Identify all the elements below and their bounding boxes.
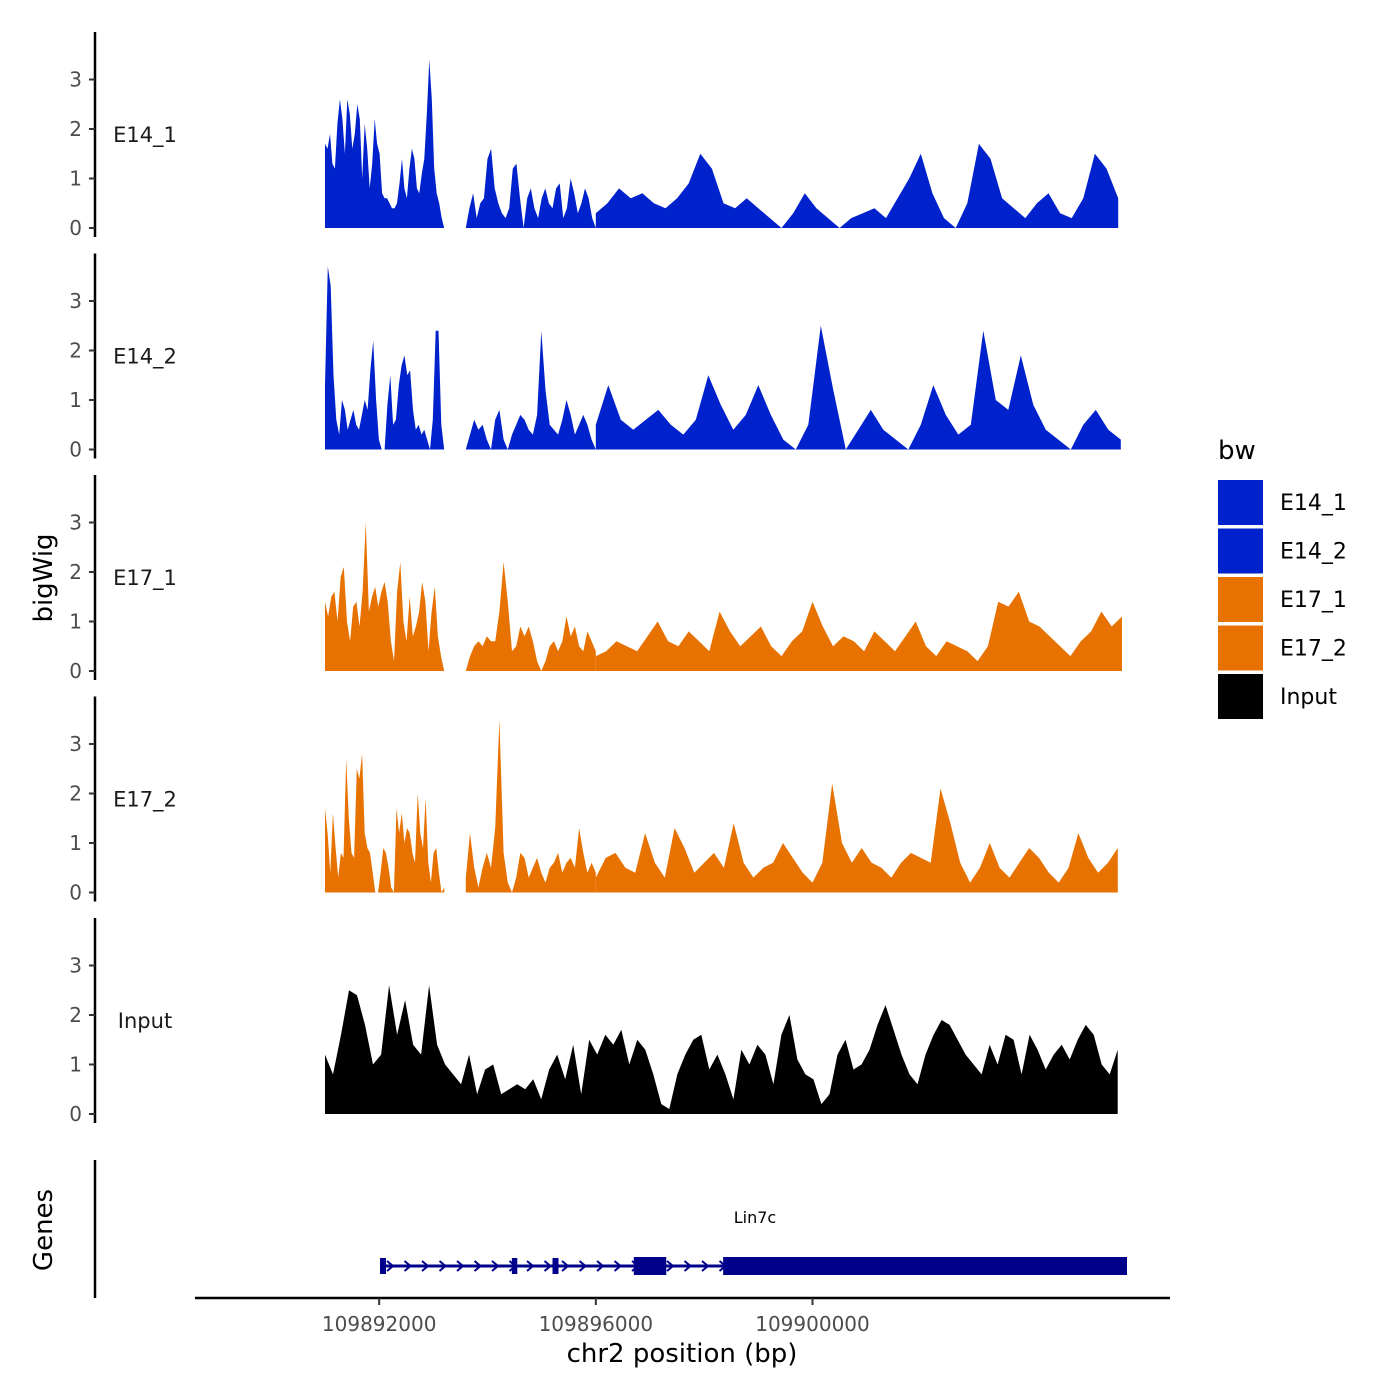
legend-items: E14_1 E14_2 E17_1 E17_2 Input [1218,480,1347,719]
coverage-area-E17_1-0 [325,522,445,671]
y-tick-label: 3 [69,732,82,756]
y-tick-label: 0 [69,216,82,240]
gene-exon [633,1257,667,1275]
coverage-area-E14_2-0 [325,266,445,450]
legend-label: Input [1280,685,1337,710]
strand-arrow [386,1260,395,1272]
legend-key-E17_1 [1218,577,1263,622]
legend-label: E14_1 [1280,491,1347,516]
gene-exon [511,1258,518,1274]
track-Input: 0 1 2 3 Input [69,918,1118,1126]
legend-label: E14_2 [1280,540,1347,565]
x-tick-label: 109900000 [755,1312,870,1336]
coverage-area-E14_1-0 [325,59,445,229]
coverage-area-E17_2-0 [325,753,445,893]
track-E14_2: 0 1 2 3 E14_2 [69,253,1121,462]
y-tick-label: 0 [69,438,82,462]
x-axis: 109892000 109896000 109900000 [195,1296,1170,1336]
coverage-area-E17_2-1 [465,719,596,893]
strand-arrow [683,1260,693,1272]
x-tick-label: 109896000 [539,1312,654,1336]
legend-key-E14_2 [1218,528,1263,574]
legend-label: E17_2 [1280,637,1347,662]
y-tick-label: 2 [69,339,82,363]
y-tick-label: 3 [69,954,82,978]
x-tick-label: 109892000 [322,1312,437,1336]
track-E17_2: 0 1 2 3 E17_2 [69,696,1118,905]
gene-exon [380,1258,386,1274]
y-tick-label: 1 [69,167,82,191]
track-label: E17_1 [113,566,177,591]
legend-key-E17_2 [1218,625,1263,671]
gene-name-label: Lin7c [734,1208,776,1227]
gene-exon [723,1257,1127,1275]
y-tick-label: 3 [69,511,82,535]
coverage-area-Input-0 [325,985,1118,1114]
genes-axis-title: Genes [29,1189,59,1271]
y-axis-title: bigWig [29,533,59,622]
legend-key-E14_1 [1218,480,1263,525]
y-tick-label: 2 [69,117,82,141]
y-tick-label: 3 [69,289,82,313]
coverage-area-E17_1-2 [595,591,1122,671]
x-axis-title: chr2 position (bp) [567,1339,798,1369]
gene-exon [552,1258,559,1274]
strand-arrow [543,1260,553,1272]
y-tick-label: 0 [69,881,82,905]
coverage-area-E14_2-1 [465,330,596,450]
strand-arrow [596,1260,605,1272]
track-E17_1: 0 1 2 3 E17_1 [69,475,1122,683]
y-tick-label: 1 [69,610,82,634]
y-tick-label: 1 [69,1053,82,1077]
y-tick-label: 2 [69,1003,82,1027]
strand-arrow [403,1260,413,1272]
y-tick-label: 1 [69,388,82,412]
strand-arrow [578,1260,588,1272]
track-label: E14_2 [113,345,177,370]
legend-title: bw [1218,436,1256,466]
coverage-area-E14_2-2 [595,325,1121,450]
strand-arrow [526,1260,535,1272]
legend: bw E14_1 E14_2 E17_1 E17_2 Input [1218,436,1347,719]
strand-arrow [473,1260,483,1272]
strand-arrow [421,1260,430,1272]
strand-arrow [438,1260,448,1272]
strand-arrow [701,1260,710,1272]
legend-label: E17_1 [1280,588,1347,613]
coverage-tracks: 0 1 2 3 E14_1 0 1 2 3 E14_2 0 1 2 3 E17_1 0 1 2 3 E17_2 0 1 2 3… [69,32,1122,1126]
track-label: Input [118,1009,172,1033]
track-label: E17_2 [113,788,177,813]
y-tick-label: 2 [69,782,82,806]
coverage-area-E14_1-2 [595,143,1119,228]
coverage-area-E14_1-1 [465,148,596,228]
y-tick-label: 0 [69,1102,82,1126]
y-tick-label: 0 [69,659,82,683]
coverage-area-E17_1-1 [465,562,596,671]
strand-arrow [613,1260,623,1272]
legend-key-Input [1218,674,1263,719]
strand-arrow [491,1260,500,1272]
coverage-area-E17_2-2 [595,783,1118,893]
strand-arrow [561,1260,570,1272]
track-label: E14_1 [113,123,177,148]
y-tick-label: 1 [69,831,82,855]
strand-arrow [666,1260,675,1272]
gene-panel: Lin7c [93,1160,1127,1298]
strand-arrow [456,1260,465,1272]
track-E14_1: 0 1 2 3 E14_1 [69,32,1119,240]
y-tick-label: 3 [69,68,82,92]
y-tick-label: 2 [69,560,82,584]
